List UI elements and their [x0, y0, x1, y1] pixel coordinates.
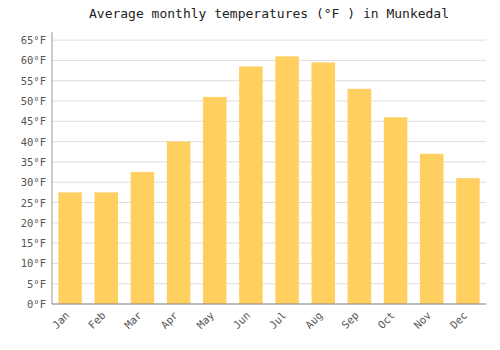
x-tick-label: Apr [158, 309, 180, 331]
y-tick-label: 10°F [21, 257, 46, 269]
grid [52, 40, 486, 304]
y-tick-label: 65°F [21, 34, 46, 46]
bar [348, 89, 372, 304]
x-tick-label: Dec [447, 309, 469, 331]
x-tick-label: Jan [50, 309, 72, 331]
y-tick-label: 45°F [21, 115, 46, 127]
bar [94, 192, 118, 304]
y-tick-label: 55°F [21, 75, 46, 87]
grid-line [52, 101, 486, 102]
x-tick-label: Feb [86, 309, 108, 331]
chart-container: Average monthly temperatures (°F ) in Mu… [0, 0, 500, 350]
y-tick-label: 50°F [21, 95, 46, 107]
title: Average monthly temperatures (°F ) in Mu… [89, 6, 449, 21]
x-tick-label: Jul [267, 309, 289, 331]
chart: Average monthly temperatures (°F ) in Mu… [0, 0, 500, 350]
x-tick-label: Nov [411, 309, 433, 331]
grid-line [52, 40, 486, 41]
grid-line [52, 60, 486, 61]
bar [384, 117, 408, 304]
x-axis-line [52, 304, 486, 305]
bar [58, 192, 82, 304]
x-tick-label: Aug [303, 309, 325, 331]
x-tick-label: Jun [230, 309, 252, 331]
y-tick-label: 15°F [21, 237, 46, 249]
bar [239, 67, 263, 304]
grid-line [52, 121, 486, 122]
bar [131, 172, 155, 304]
bar [167, 142, 191, 304]
y-tick-label: 5°F [27, 278, 46, 290]
y-tick-label: 40°F [21, 136, 46, 148]
y-tick-label: 0°F [27, 298, 46, 310]
y-axis-line [52, 32, 53, 304]
grid-line [52, 80, 486, 81]
x-tick-label: May [194, 309, 216, 331]
x-tick-label: Sep [339, 309, 361, 331]
x-tick-label: Mar [122, 309, 144, 331]
bars [58, 56, 479, 304]
y-tick-label: 30°F [21, 176, 46, 188]
bar [456, 178, 480, 304]
grid-line [52, 304, 486, 305]
y-tick-label: 35°F [21, 156, 46, 168]
bar [275, 56, 299, 304]
y-tick-label: 60°F [21, 54, 46, 66]
grid-line [52, 141, 486, 142]
y-tick-label: 20°F [21, 217, 46, 229]
bar [420, 154, 444, 304]
bar [311, 62, 335, 304]
x-tick-label: Oct [375, 309, 397, 331]
bar [203, 97, 227, 304]
y-tick-label: 25°F [21, 197, 46, 209]
